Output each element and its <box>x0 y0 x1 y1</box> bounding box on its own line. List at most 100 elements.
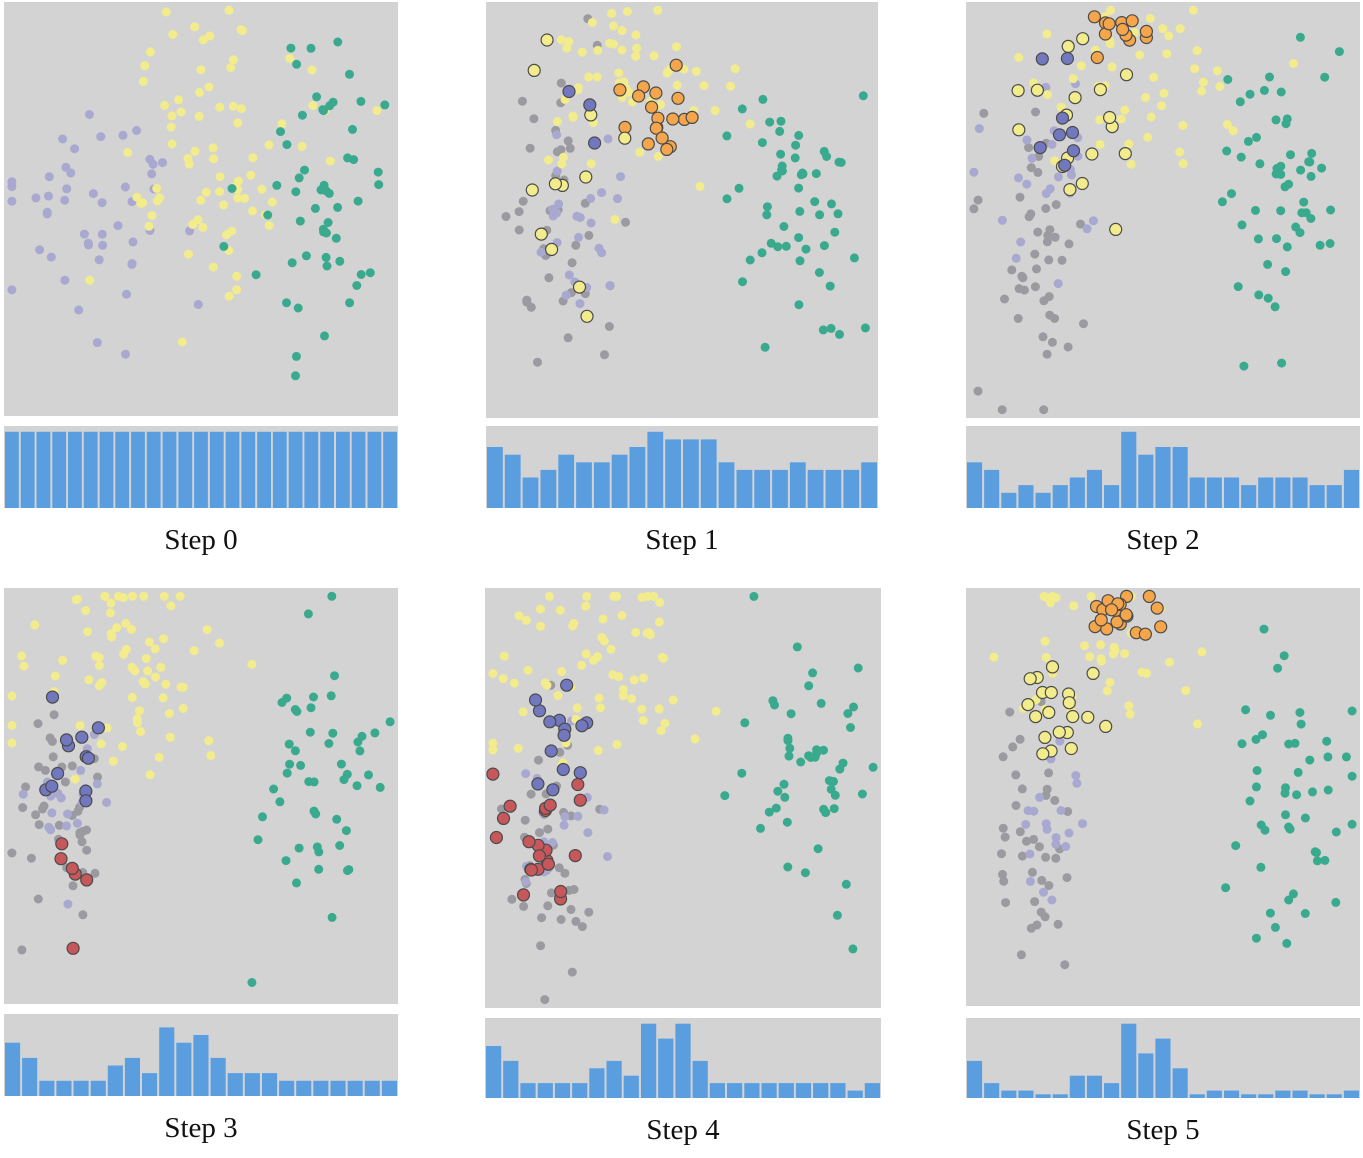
step-1-point-purple-18 <box>594 243 604 253</box>
step-0-point-yellow-15 <box>215 172 225 182</box>
step-2-point-teal-24 <box>1295 32 1305 42</box>
step-1-point-teal-3 <box>737 104 747 114</box>
step-0-point-yellow-21 <box>166 122 176 132</box>
step-5-hist-bar-20 <box>1309 1094 1325 1098</box>
step-0-point-purple-25 <box>44 191 53 201</box>
step-2-point-grey-30 <box>973 386 983 396</box>
step-0-point-yellow-28 <box>208 143 218 153</box>
step-1-point-teal-39 <box>790 153 800 163</box>
step-2-hist-bar-11 <box>1155 447 1171 508</box>
step-3-point-yellow-24 <box>58 655 68 665</box>
step-5-point-teal-5 <box>1295 708 1305 717</box>
step-2-point-yellow-1 <box>1188 5 1198 15</box>
step-0-point-purple-20 <box>7 285 17 295</box>
step-3-point-grey-33 <box>31 810 41 820</box>
step-4-point-blue_circle-3 <box>532 704 547 718</box>
step-1-point-teal-38 <box>827 199 836 209</box>
step-5-caption: Step 5 <box>1126 1114 1200 1146</box>
step-4-point-purple-1 <box>573 811 583 821</box>
step-2-point-blue_circle-0 <box>1058 158 1072 172</box>
step-2-point-grey-8 <box>1063 342 1073 352</box>
step-5-point-grey-30 <box>1008 742 1018 752</box>
step-1-point-orange-17 <box>660 142 674 156</box>
step-5-point-purple-0 <box>1055 736 1065 746</box>
step-5-point-yellow-28 <box>1108 649 1118 659</box>
step-2-point-grey-10 <box>1033 167 1043 177</box>
step-2-scatter <box>966 2 1360 418</box>
step-3-point-grey-0 <box>60 777 70 787</box>
step-1-hist-bar-2 <box>522 477 539 508</box>
step-2-point-yellow-17 <box>1076 61 1086 71</box>
step-5-point-orange-6 <box>1150 601 1164 615</box>
step-1-point-teal-30 <box>811 169 821 179</box>
step-0-point-purple-44 <box>92 338 102 348</box>
step-2-hist-bar-17 <box>1258 477 1274 508</box>
step-0-point-yellow-52 <box>248 206 257 216</box>
step-0-hist-bar-0 <box>5 431 19 508</box>
step-4-hist-bar-19 <box>813 1083 829 1098</box>
step-3-point-yellow-21 <box>128 591 137 601</box>
step-3-point-red-5 <box>65 861 79 875</box>
step-0-point-yellow-66 <box>136 198 146 208</box>
step-3-point-purple-10 <box>47 808 57 818</box>
step-5-hist-bar-8 <box>1104 1083 1120 1098</box>
step-1-point-purple-23 <box>552 130 562 140</box>
step-0-point-yellow-4 <box>140 61 150 71</box>
step-4-point-teal-13 <box>843 709 853 718</box>
step-1-point-orange-13 <box>666 112 680 126</box>
step-1-point-teal-41 <box>795 256 805 266</box>
step-3-point-teal-43 <box>311 809 321 819</box>
step-2-point-grey-33 <box>969 204 979 214</box>
step-5-hist-bar-4 <box>1035 1094 1051 1098</box>
step-5-scatter <box>966 588 1360 1006</box>
step-3-point-yellow-13 <box>84 675 94 685</box>
step-5-point-purple-3 <box>1078 819 1087 829</box>
step-1-point-grey-39 <box>571 240 581 250</box>
step-3-point-yellow-56 <box>70 774 80 784</box>
step-1-point-teal-1 <box>775 126 785 136</box>
step-2-point-teal-15 <box>1239 361 1249 371</box>
step-3-point-yellow-17 <box>133 718 142 728</box>
step-4-hist-bar-4 <box>554 1083 571 1098</box>
step-0-point-purple-10 <box>60 195 70 205</box>
step-0-point-teal-23 <box>325 101 335 111</box>
step-2-point-yellow-10 <box>1068 90 1082 105</box>
step-1-point-teal-18 <box>849 253 859 263</box>
step-4-point-red-10 <box>532 849 547 863</box>
step-0-point-yellow-45 <box>145 47 155 57</box>
step-5-point-yellow-24 <box>1039 591 1049 601</box>
step-4-hist-bar-18 <box>795 1083 812 1098</box>
step-0-point-yellow-71 <box>224 5 234 15</box>
step-5-point-yellow-6 <box>1044 685 1058 700</box>
step-3-point-yellow-8 <box>121 644 131 654</box>
step-4-point-teal-1 <box>832 910 842 920</box>
step-1-point-teal-42 <box>819 146 829 156</box>
step-2-point-grey-6 <box>1050 232 1060 242</box>
step-2-point-yellow-4 <box>1012 123 1026 137</box>
step-1-point-grey-38 <box>526 302 536 312</box>
step-3-point-yellow-22 <box>30 620 40 630</box>
step-2-point-purple-8 <box>1022 179 1032 189</box>
step-2-point-purple-15 <box>1047 140 1057 149</box>
step-3-point-teal-14 <box>284 739 294 749</box>
step-3-point-yellow-31 <box>17 651 26 661</box>
step-3-point-yellow-58 <box>154 752 164 762</box>
step-0-point-teal-30 <box>292 59 302 69</box>
step-5-point-purple-12 <box>1051 833 1061 843</box>
step-0-point-teal-32 <box>356 96 366 106</box>
step-5-point-teal-39 <box>1280 788 1290 798</box>
step-0-point-yellow-44 <box>308 101 318 111</box>
step-2-point-teal-51 <box>1282 114 1292 124</box>
step-1-point-teal-10 <box>776 149 786 159</box>
step-4-hist-bar-3 <box>537 1083 553 1098</box>
step-2-point-grey-32 <box>1045 310 1055 320</box>
step-5-point-yellow-32 <box>1137 667 1147 677</box>
step-5-point-orange-18 <box>1094 613 1108 627</box>
step-0-hist-bar-13 <box>209 431 224 508</box>
step-3-hist-bar-4 <box>73 1080 89 1096</box>
step-4-hist-bar-7 <box>606 1060 622 1098</box>
step-1-point-teal-40 <box>815 210 825 220</box>
step-5-point-grey-33 <box>1000 832 1010 842</box>
step-5-point-teal-0 <box>1293 767 1303 777</box>
step-3-point-yellow-61 <box>143 666 153 676</box>
